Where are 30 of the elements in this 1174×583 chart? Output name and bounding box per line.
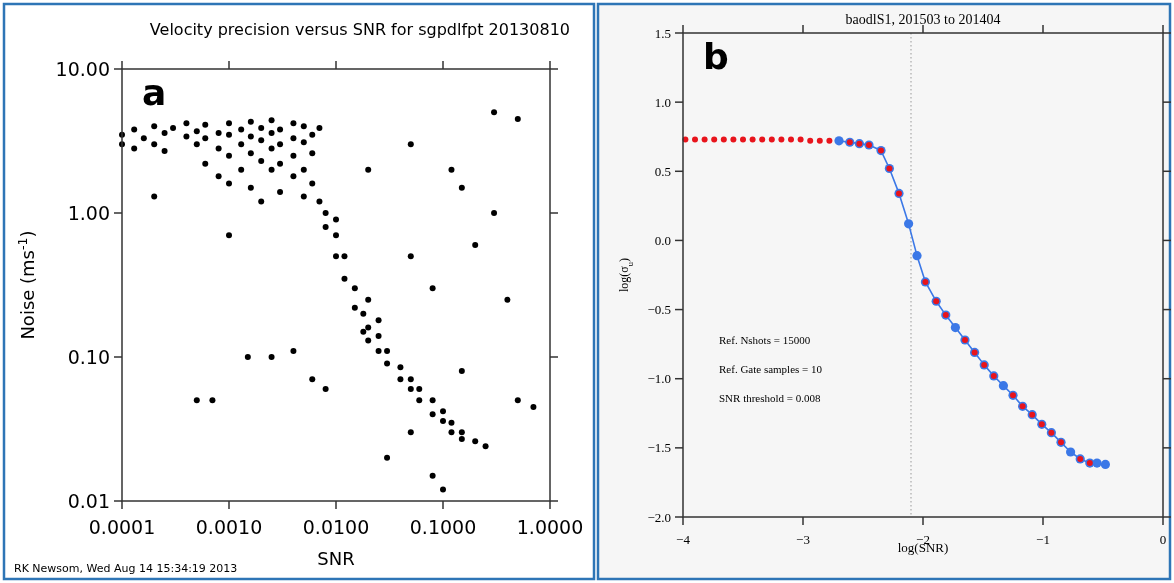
annotation: a — [142, 72, 167, 113]
x-tick-label: 0.0100 — [302, 516, 370, 538]
x-tick-label: 0.0010 — [195, 516, 263, 538]
x-tick-label: −1 — [1036, 532, 1050, 547]
y-tick-label: −1.0 — [647, 371, 671, 387]
x-axis-title: SNR — [317, 548, 355, 569]
x-tick-label: 0 — [1159, 532, 1167, 547]
y-tick-label: 0.01 — [67, 489, 110, 512]
y-tick-label: −0.5 — [647, 302, 671, 318]
x-tick-label: 0.0001 — [88, 516, 156, 538]
y-tick-label: 1.00 — [67, 201, 110, 224]
y-tick-label: 0.10 — [67, 345, 110, 368]
y-tick-label: −1.5 — [647, 440, 671, 456]
chart-title: Velocity precision versus SNR for sgpdlfpt 20130810 — [149, 20, 570, 39]
y-tick-label: 1.0 — [654, 94, 671, 110]
x-tick-label: 0.1000 — [409, 516, 477, 538]
text: RK Newsom, Wed Aug 14 15:34:19 2013 — [14, 562, 238, 575]
y-tick-label: 0.5 — [654, 163, 671, 179]
x-tick-label: 1.0000 — [516, 516, 584, 538]
annotation: b — [703, 36, 729, 77]
y-tick-label: 1.5 — [654, 25, 671, 41]
y-tick-label: −2.0 — [647, 509, 671, 525]
x-tick-label: −4 — [676, 532, 691, 547]
annotation: Ref. Nshots = 15000 — [719, 334, 811, 347]
annotation: SNR threshold = 0.008 — [719, 392, 822, 405]
chart-title: baodlS1, 201503 to 201404 — [845, 12, 1001, 27]
x-tick-label: −3 — [796, 532, 810, 547]
y-tick-label: 10.00 — [55, 57, 110, 80]
y-tick-label: 0.0 — [654, 232, 671, 248]
annotation: Ref. Gate samples = 10 — [719, 363, 823, 376]
